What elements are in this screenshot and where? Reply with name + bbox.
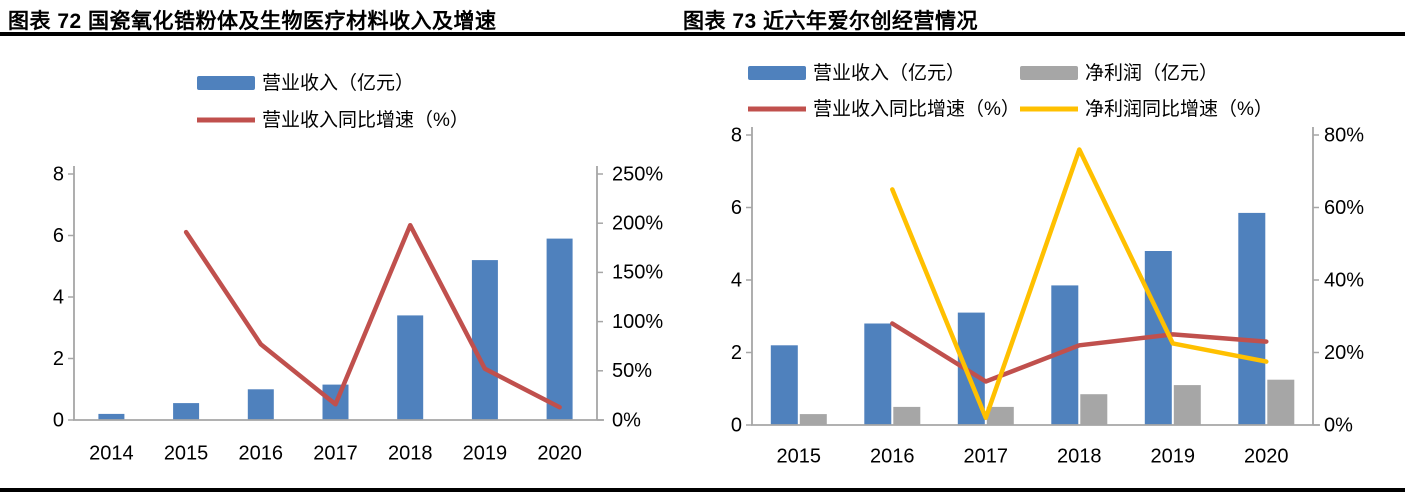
y-axis-right-tick-label: 60% (1324, 197, 1364, 219)
y-axis-right-tick-label: 20% (1324, 342, 1364, 364)
bar (986, 406, 1014, 425)
x-axis-label: 2018 (1057, 445, 1102, 467)
x-axis-label: 2020 (1244, 445, 1289, 467)
y-axis-left-tick-label: 0 (53, 409, 64, 431)
line-series (890, 147, 1269, 421)
bar (1080, 394, 1108, 425)
legend-label: 营业收入同比增速（%） (813, 98, 1020, 120)
bar (397, 315, 424, 420)
x-axis-label: 2018 (388, 442, 433, 464)
x-axis-label: 2019 (1151, 445, 1196, 467)
x-axis-label: 2019 (463, 442, 508, 464)
y-axis-right-tick-label: 40% (1324, 269, 1364, 291)
line-series (890, 321, 1269, 384)
x-axis-label: 2020 (537, 442, 582, 464)
y-axis-right-tick-label: 0% (612, 409, 641, 431)
y-axis-left-tick-label: 4 (53, 286, 64, 308)
legend-bar-swatch (748, 66, 806, 80)
header-divider-rule (0, 32, 1405, 36)
bar (546, 238, 573, 420)
y-axis-left-tick-label: 0 (731, 414, 742, 436)
y-axis-right-tick-label: 150% (612, 262, 663, 284)
bar (471, 260, 498, 420)
y-axis-left-tick-label: 4 (731, 269, 742, 291)
x-axis-label: 2017 (313, 442, 358, 464)
figure-72-title: 图表 72 国瓷氧化锆粉体及生物医疗材料收入及增速 (8, 10, 497, 33)
x-axis-label: 2017 (964, 445, 1009, 467)
line-series (183, 222, 562, 410)
y-axis-left-tick-label: 6 (731, 197, 742, 219)
legend-label: 营业收入（亿元） (262, 72, 414, 94)
y-axis-right-tick-label: 100% (612, 311, 663, 333)
figure-73-title: 图表 73 近六年爱尔创经营情况 (683, 10, 979, 33)
bar (173, 403, 200, 420)
legend-label: 净利润（亿元） (1085, 62, 1218, 84)
y-axis-right-tick-label: 250% (612, 163, 663, 185)
bar (1238, 212, 1266, 425)
bar (98, 413, 125, 420)
y-axis-left-tick-label: 8 (731, 124, 742, 146)
x-axis-label: 2015 (164, 442, 209, 464)
y-axis-right-tick-label: 50% (612, 360, 652, 382)
y-axis-left-tick-label: 8 (53, 163, 64, 185)
bar (247, 389, 274, 421)
legend-label: 净利润同比增速（%） (1085, 98, 1273, 120)
x-axis-label: 2015 (777, 445, 822, 467)
footer-divider-rule (0, 488, 1405, 492)
bar (1173, 385, 1201, 425)
y-axis-right-tick-label: 200% (612, 212, 663, 234)
y-axis-right-tick-label: 0% (1324, 414, 1353, 436)
bar (770, 345, 798, 426)
y-axis-right-tick-label: 80% (1324, 124, 1364, 146)
y-axis-left-tick-label: 2 (731, 342, 742, 364)
legend-bar-swatch (1020, 66, 1078, 80)
bar (1267, 379, 1295, 425)
legend-bar-swatch (197, 76, 255, 90)
x-axis-label: 2016 (870, 445, 915, 467)
bar (864, 323, 892, 425)
x-axis-label: 2016 (239, 442, 284, 464)
y-axis-left-tick-label: 2 (53, 348, 64, 370)
bar (799, 414, 827, 425)
y-axis-left-tick-label: 6 (53, 225, 64, 247)
bar (893, 406, 921, 425)
legend-label: 营业收入（亿元） (813, 62, 965, 84)
legend-label: 营业收入同比增速（%） (262, 109, 469, 131)
x-axis-label: 2014 (89, 442, 134, 464)
